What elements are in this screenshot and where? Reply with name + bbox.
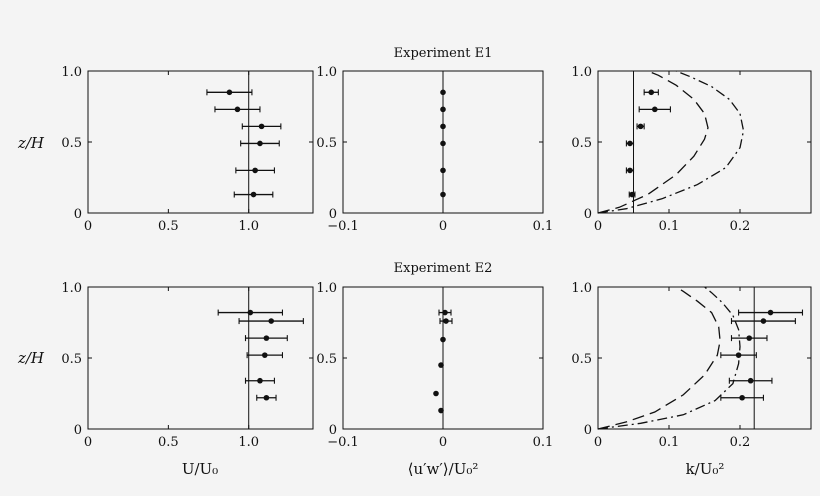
data-point	[438, 407, 444, 414]
data-point	[440, 89, 446, 96]
x-tick-label: 0.1	[533, 219, 554, 234]
panel-E2-k: 0 0.1 0.2 0 0.5 1.0	[571, 281, 812, 450]
y-tick-label: 0	[584, 207, 592, 222]
data-point	[263, 335, 270, 341]
y-tick-label: 0	[329, 207, 337, 222]
panel-E1-uw: −0.1 0 0.100.51.0	[316, 65, 553, 234]
y-tick-label: 1.0	[571, 65, 592, 80]
x-tick-label: −0.1	[327, 219, 359, 234]
y-tick-label: 1.0	[316, 281, 337, 296]
data-point	[637, 123, 644, 130]
panel-E1-k: 0 0.1 0.2 0 0.5 1.0	[571, 65, 812, 234]
x-tick-label: 0.1	[659, 435, 680, 450]
data-point	[440, 123, 446, 130]
data-point	[440, 336, 446, 343]
x-tick-label: 0	[594, 435, 602, 450]
model-curve-1	[597, 70, 709, 214]
y-tick-label: 1.0	[61, 281, 82, 296]
y-tick-label: 0.5	[316, 352, 337, 367]
data-point	[257, 377, 263, 384]
row-title-e2: Experiment E2	[394, 261, 493, 276]
data-point	[234, 106, 241, 113]
x-axis-label-col3: k/U₀²	[686, 460, 725, 478]
data-point	[652, 106, 658, 113]
x-tick-label: 0.5	[158, 435, 179, 450]
y-tick-label: 0	[74, 207, 82, 222]
axes-frame	[87, 70, 314, 214]
x-tick-label: 0.5	[158, 219, 179, 234]
panel-E2-U: 0 0.5 1.0 0 0.5 1.0	[61, 281, 314, 450]
y-tick-label: 1.0	[316, 65, 337, 80]
y-tick-label: 0.5	[571, 136, 592, 151]
data-point	[252, 167, 258, 174]
panels: 0 0.5 1.000.51.0−0.1 0 0.100.51.00 0.1 0.200.5…	[61, 65, 812, 450]
y-tick-label: 1.0	[61, 65, 82, 80]
data-point	[440, 140, 446, 147]
panel-E2-uw: −0.1 0 0.100.51.0	[316, 281, 553, 450]
data-point	[442, 309, 448, 316]
data-point	[261, 352, 268, 358]
axes-frame	[597, 286, 812, 430]
data-point	[739, 394, 745, 401]
x-tick-label: 0	[84, 435, 92, 450]
data-point	[629, 191, 635, 198]
data-point	[438, 362, 444, 368]
x-tick-label: 0	[84, 219, 92, 234]
data-point	[263, 394, 270, 401]
x-tick-label: 0.2	[730, 435, 751, 450]
data-point	[443, 318, 449, 324]
x-tick-label: 0.1	[659, 219, 680, 234]
data-point	[247, 309, 254, 316]
data-point	[440, 106, 446, 113]
y-tick-label: 0.5	[316, 136, 337, 151]
y-tick-label: 0.5	[61, 136, 82, 151]
x-tick-label: 0	[594, 219, 602, 234]
data-point	[226, 89, 233, 96]
data-point	[767, 309, 774, 316]
y-tick-label: 0.5	[61, 352, 82, 367]
data-point	[747, 377, 754, 384]
data-point	[648, 89, 655, 96]
x-tick-label: −0.1	[327, 435, 359, 450]
y-tick-label: 0	[329, 423, 337, 438]
data-point	[258, 123, 265, 130]
data-point	[627, 140, 633, 147]
data-point	[627, 167, 633, 174]
data-point	[746, 335, 753, 341]
data-point	[433, 390, 439, 397]
x-axis-label-col1: U/U₀	[182, 460, 218, 478]
data-point	[735, 352, 742, 358]
y-axis-label-row1: z/H	[17, 134, 45, 152]
x-tick-label: 0.1	[533, 435, 554, 450]
x-tick-label: 0	[439, 219, 447, 234]
y-tick-label: 0.5	[571, 352, 592, 367]
axes-frame	[87, 286, 314, 430]
x-tick-label: 0	[439, 435, 447, 450]
y-tick-label: 0	[74, 423, 82, 438]
data-point	[250, 191, 257, 198]
x-tick-label: 1.0	[238, 219, 259, 234]
row-title-e1: Experiment E1	[394, 46, 493, 61]
data-point	[440, 191, 446, 198]
data-point	[257, 140, 263, 147]
y-tick-label: 0	[584, 423, 592, 438]
model-curve-1	[597, 286, 721, 430]
panel-E1-U: 0 0.5 1.0 0 0.5 1.0	[61, 65, 314, 234]
x-tick-label: 1.0	[238, 435, 259, 450]
data-point	[440, 167, 446, 174]
data-point	[268, 318, 275, 324]
x-axis-label-col2: ⟨u′w′⟩/U₀²	[408, 460, 479, 478]
x-tick-label: 0.2	[730, 219, 751, 234]
y-axis-label-row2: z/H	[17, 349, 45, 367]
data-point	[760, 318, 767, 324]
y-tick-label: 1.0	[571, 281, 592, 296]
